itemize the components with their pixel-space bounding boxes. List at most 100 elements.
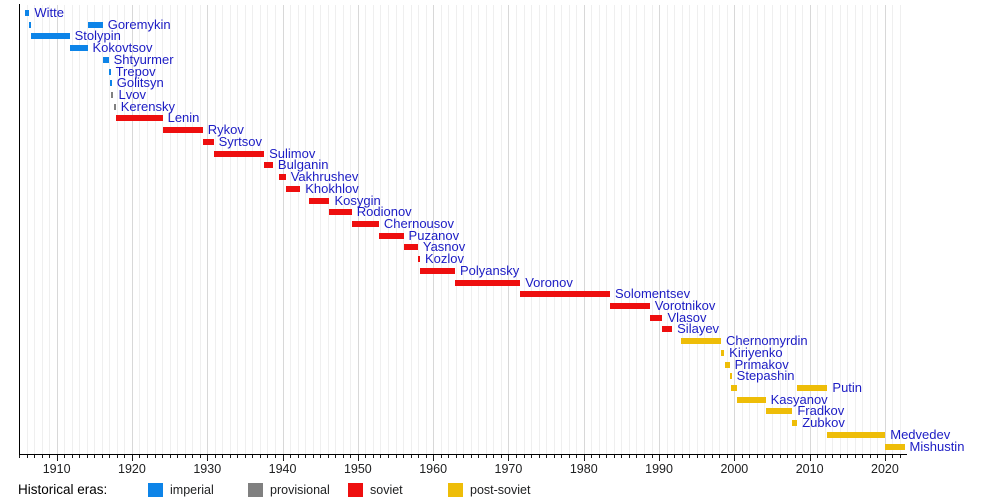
minor-tick — [515, 455, 517, 458]
minor-tick — [109, 455, 111, 458]
minor-tick — [342, 455, 344, 458]
year-gridline — [568, 5, 570, 455]
minor-tick — [561, 455, 563, 458]
year-gridline — [892, 5, 894, 455]
timeline-bar — [721, 349, 725, 356]
minor-tick — [34, 455, 36, 458]
minor-tick — [772, 455, 773, 458]
minor-tick — [832, 455, 834, 458]
year-gridline — [621, 5, 623, 455]
person-label: Kosygin — [334, 192, 381, 208]
person-label: Chernousov — [383, 215, 455, 231]
major-tick — [207, 455, 209, 461]
year-gridline — [553, 5, 555, 455]
timeline-bar — [729, 373, 732, 380]
timeline-bar — [724, 361, 730, 368]
timeline-bar — [308, 197, 330, 204]
person-label: Vlasov — [667, 309, 707, 325]
person-label: Kozlov — [424, 251, 464, 267]
person-label: Golitsyn — [116, 75, 164, 91]
year-gridline — [162, 5, 164, 455]
year-gridline — [64, 5, 66, 455]
timeline-bar — [662, 326, 673, 333]
year-gridline — [900, 5, 901, 455]
minor-tick — [892, 455, 894, 458]
legend-title: Historical eras: — [18, 482, 108, 497]
minor-tick — [553, 455, 555, 458]
major-tick — [508, 455, 510, 461]
axis-tick-label: 2010 — [795, 462, 824, 476]
year-gridline — [297, 5, 299, 455]
year-gridline — [350, 5, 352, 455]
minor-tick — [86, 455, 88, 458]
minor-tick — [365, 455, 367, 458]
minor-tick — [538, 455, 540, 458]
minor-tick — [267, 455, 269, 458]
year-gridline — [598, 5, 600, 455]
year-gridline — [681, 5, 683, 455]
axis-tick-label: 2000 — [720, 462, 749, 476]
person-label: Syrtsov — [218, 133, 262, 149]
year-gridline — [440, 5, 442, 455]
minor-tick — [49, 455, 51, 458]
year-gridline — [139, 5, 141, 455]
timeline-bar — [110, 92, 114, 99]
minor-tick — [71, 455, 73, 458]
year-gridline — [177, 5, 179, 455]
minor-tick — [794, 455, 796, 458]
minor-tick — [568, 455, 570, 458]
year-gridline — [214, 5, 216, 455]
year-gridline — [802, 5, 804, 455]
year-gridline — [493, 5, 495, 455]
year-gridline — [372, 5, 374, 455]
minor-tick — [455, 455, 457, 458]
minor-tick — [387, 455, 389, 458]
minor-tick — [237, 455, 239, 458]
major-tick — [659, 455, 661, 461]
minor-tick — [297, 455, 299, 458]
minor-tick — [591, 455, 593, 458]
year-gridline — [267, 5, 269, 455]
year-gridline — [410, 5, 412, 455]
year-gridline — [448, 5, 450, 455]
decade-gridline — [433, 5, 435, 455]
timeline-bar — [827, 431, 886, 438]
year-gridline — [124, 5, 126, 455]
legend-swatch-post-soviet — [448, 483, 463, 497]
legend: Historical eras: imperial provisional sovi… — [0, 480, 1000, 502]
minor-tick — [681, 455, 683, 458]
x-axis-line — [19, 454, 908, 455]
year-gridline — [199, 5, 201, 455]
person-label: Stepashin — [736, 368, 795, 384]
major-tick — [282, 455, 284, 461]
decade-gridline — [734, 5, 736, 455]
minor-tick — [606, 455, 608, 458]
person-label: Primakov — [734, 356, 789, 372]
minor-tick — [485, 455, 487, 458]
minor-tick — [275, 455, 277, 458]
year-gridline — [546, 5, 548, 455]
timeline-bar — [279, 174, 286, 181]
timeline-bar — [649, 314, 663, 321]
minor-tick — [900, 455, 901, 458]
minor-tick — [628, 455, 630, 458]
legend-swatch-soviet — [348, 483, 363, 497]
year-gridline — [674, 5, 676, 455]
timeline-bar — [737, 396, 766, 403]
timeline-bar — [885, 443, 905, 450]
minor-tick — [493, 455, 495, 458]
year-gridline — [387, 5, 389, 455]
timeline-bar — [285, 185, 301, 192]
minor-tick — [839, 455, 841, 458]
year-gridline — [478, 5, 480, 455]
legend-label-provisional: provisional — [270, 483, 330, 497]
person-label: Trepov — [115, 63, 156, 79]
minor-tick — [222, 455, 224, 458]
year-gridline — [86, 5, 88, 455]
axis-tick-label: 1960 — [419, 462, 448, 476]
minor-tick — [252, 455, 254, 458]
minor-tick — [64, 455, 66, 458]
minor-tick — [244, 455, 246, 458]
year-gridline — [425, 5, 427, 455]
